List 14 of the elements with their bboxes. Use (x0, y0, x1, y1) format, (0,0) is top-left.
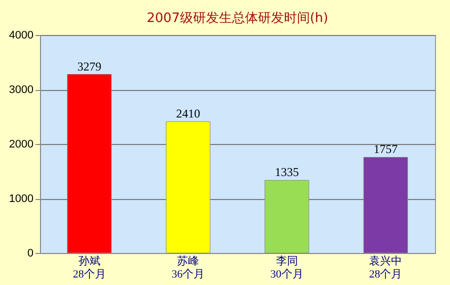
y-tick-label: 4000 (9, 30, 34, 42)
chart-title: 2007级研发生总体研发时间(h) (146, 11, 328, 26)
data-label: 1335 (274, 165, 299, 180)
data-label: 1757 (374, 142, 398, 156)
x-tick-label: 袁兴中 28个月 (369, 254, 402, 280)
y-tick-label: 1000 (9, 193, 34, 205)
x-tick-label: 苏峰 36个月 (172, 254, 205, 280)
data-label: 3279 (77, 59, 102, 74)
data-label: 2410 (176, 106, 200, 121)
x-tick-label: 孙斌 28个月 (72, 254, 106, 280)
y-tick-label: 2000 (9, 138, 34, 150)
y-tick-label: 0 (27, 248, 34, 260)
y-tick-label: 3000 (9, 84, 34, 96)
x-tick-label: 李同 30个月 (270, 254, 304, 280)
